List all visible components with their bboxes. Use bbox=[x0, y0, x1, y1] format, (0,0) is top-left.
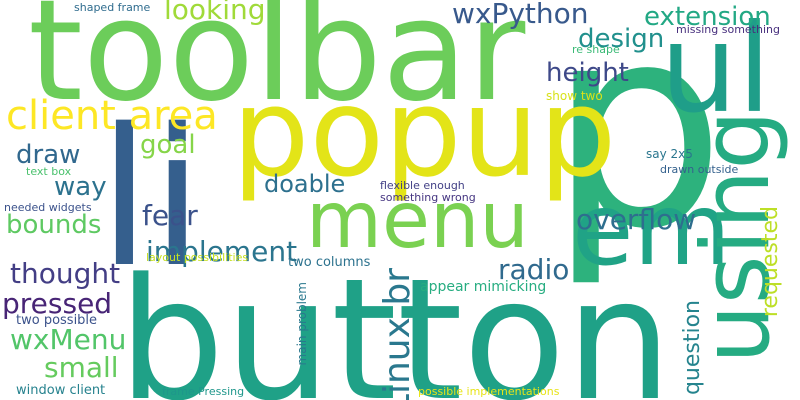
word-two-columns: two columns bbox=[288, 255, 371, 270]
word-button: button bbox=[118, 242, 673, 400]
word-wxmenu: wxMenu bbox=[10, 323, 127, 356]
word-two-possible: two possible bbox=[16, 313, 98, 328]
word-say-2x5: say 2x5 bbox=[646, 147, 693, 161]
word-requested: requested bbox=[758, 206, 783, 318]
word-extension: extension bbox=[644, 2, 771, 32]
word-small: small bbox=[44, 351, 119, 384]
word-client-area: client area bbox=[6, 93, 218, 139]
word-popup: popup bbox=[232, 62, 617, 204]
word-text-box: text box bbox=[26, 165, 72, 178]
word-drawn-outside: drawn outside bbox=[660, 163, 739, 176]
word-appear-mimicking: appear mimicking bbox=[420, 279, 547, 295]
word-wxpython: wxPython bbox=[452, 0, 589, 30]
word-thought: thought bbox=[10, 257, 121, 290]
word-question: question bbox=[680, 300, 705, 396]
word-flexible-enough: flexible enough bbox=[380, 179, 465, 192]
word-frame-pressing: frame Pressing bbox=[162, 385, 245, 398]
word-pressed: pressed bbox=[2, 287, 113, 320]
word-p: p bbox=[548, 0, 726, 291]
word-goal: goal bbox=[140, 130, 196, 160]
word-doable: doable bbox=[264, 170, 346, 198]
word-menu: menu bbox=[306, 176, 529, 266]
word-way: way bbox=[54, 172, 107, 202]
word-linux-br: Linux br bbox=[377, 268, 418, 400]
word-window-client: window client bbox=[16, 383, 106, 398]
word-needed-widgets: needed widgets bbox=[4, 201, 92, 214]
word-radio: radio bbox=[498, 253, 570, 286]
word-main-problem: main problem bbox=[295, 282, 309, 366]
word-layout-possibilities: layout possibilities bbox=[146, 251, 249, 264]
word-re-shape: re shape bbox=[572, 43, 620, 56]
word-fear: fear bbox=[142, 199, 198, 232]
word-show-two: show two bbox=[546, 89, 603, 103]
word-looking: looking bbox=[164, 0, 266, 26]
word-bounds: bounds bbox=[6, 210, 102, 240]
word-implement: implement bbox=[146, 235, 298, 268]
word-draw: draw bbox=[16, 140, 81, 170]
word-missing-something: missing something bbox=[676, 23, 780, 36]
word-toolbar: toolbar bbox=[28, 0, 526, 133]
word-shaped-frame: shaped frame bbox=[74, 1, 151, 14]
word-li: li bbox=[98, 88, 204, 309]
word-possible-implementations: possible implementations bbox=[418, 385, 560, 398]
word-height: height bbox=[546, 58, 629, 88]
word-ul: ul bbox=[660, 0, 772, 140]
word-design: design bbox=[578, 24, 665, 54]
word-em: em bbox=[572, 171, 731, 288]
word-something-wrong: something wrong bbox=[380, 191, 476, 204]
word-overflow: overflow bbox=[576, 203, 697, 236]
